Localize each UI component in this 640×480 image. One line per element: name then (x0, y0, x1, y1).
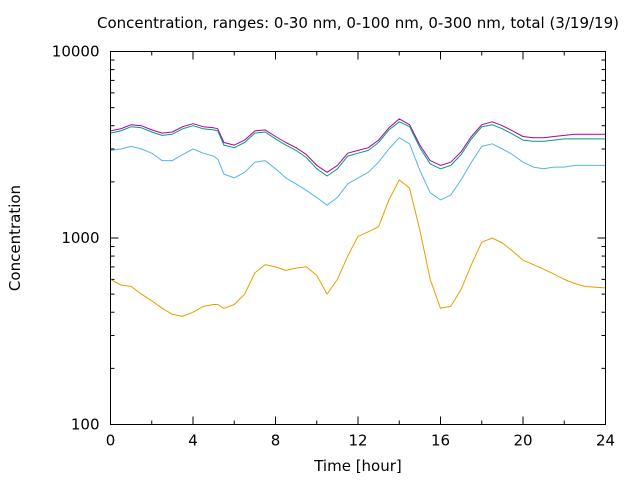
series-line-3 (110, 179, 606, 317)
x-axis-ticks: 0 4 8 12 16 20 24 (106, 51, 615, 450)
y-tick-label: 10000 (52, 43, 100, 61)
y-axis-ticks: 100 1000 10000 (52, 43, 606, 434)
y-tick-label: 100 (71, 416, 100, 434)
series-line-1 (110, 121, 606, 177)
x-tick-label: 4 (188, 432, 198, 450)
series-lines (110, 118, 606, 317)
x-tick-label: 8 (271, 432, 281, 450)
x-tick-label: 12 (348, 432, 367, 450)
chart-title: Concentration, ranges: 0-30 nm, 0-100 nm… (97, 14, 619, 32)
plot-area-frame (110, 51, 606, 425)
series-line-0 (110, 118, 606, 173)
series-line-2 (110, 137, 606, 206)
x-axis-label: Time [hour] (313, 457, 402, 475)
y-tick-label: 1000 (61, 229, 99, 247)
y-axis-label: Concentration (6, 185, 24, 291)
x-tick-label: 20 (513, 432, 532, 450)
x-tick-label: 0 (106, 432, 116, 450)
x-tick-label: 16 (431, 432, 450, 450)
x-tick-label: 24 (596, 432, 615, 450)
